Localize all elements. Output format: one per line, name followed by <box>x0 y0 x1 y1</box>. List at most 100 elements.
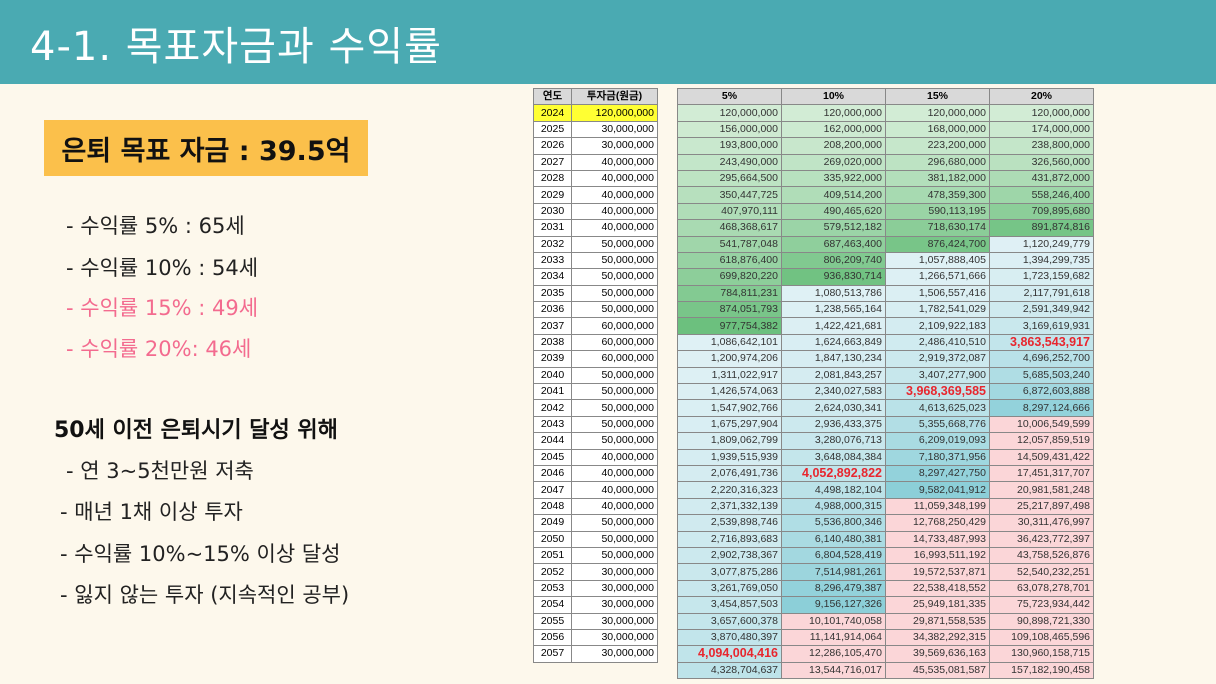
header-rate-5: 5% <box>677 87 782 106</box>
table-row: 1,200,974,206 1,847,130,234 2,919,372,087 4… <box>677 350 1094 368</box>
header-rate-20: 20% <box>989 87 1094 106</box>
value-5pct-cell: 1,547,902,766 <box>677 399 782 417</box>
value-20pct-cell: 12,057,859,519 <box>989 432 1094 450</box>
principal-cell: 30,000,000 <box>571 579 658 598</box>
value-20pct-cell: 109,108,465,596 <box>989 628 1094 647</box>
table-row: 2044 50,000,000 <box>533 432 658 450</box>
principal-cell: 60,000,000 <box>571 350 658 368</box>
table-row: 2051 50,000,000 <box>533 546 658 565</box>
value-10pct-cell: 936,830,714 <box>781 268 886 286</box>
value-5pct-cell: 1,200,974,206 <box>677 350 782 368</box>
value-10pct-cell: 4,498,182,104 <box>781 481 886 499</box>
table-row: 2034 50,000,000 <box>533 268 658 286</box>
strategy-item-invest: - 매년 1채 이상 투자 <box>60 500 243 524</box>
value-5pct-cell: 1,311,022,917 <box>677 366 782 385</box>
value-15pct-cell: 29,871,558,535 <box>885 612 990 630</box>
value-5pct-cell: 3,454,857,503 <box>677 596 782 614</box>
table-row: 2041 50,000,000 <box>533 383 658 401</box>
year-cell: 2025 <box>533 120 572 139</box>
table-row: 350,447,725 409,514,200 478,359,300 558,246… <box>677 186 1094 204</box>
value-5pct-cell: 784,811,231 <box>677 284 782 303</box>
value-5pct-cell: 1,809,062,799 <box>677 432 782 450</box>
year-cell: 2049 <box>533 514 572 532</box>
value-10pct-cell: 9,156,127,326 <box>781 596 886 614</box>
value-10pct-cell: 5,536,800,346 <box>781 514 886 532</box>
principal-cell: 30,000,000 <box>571 596 658 614</box>
value-5pct-cell: 3,261,769,050 <box>677 579 782 598</box>
value-5pct-cell: 2,902,738,367 <box>677 546 782 565</box>
year-cell: 2026 <box>533 137 572 155</box>
value-20pct-cell: 63,078,278,701 <box>989 579 1094 598</box>
value-20pct-cell: 130,960,158,715 <box>989 645 1094 663</box>
value-20pct-cell: 10,006,549,599 <box>989 415 1094 434</box>
retirement-goal-label: 은퇴 목표 자금 : 39.5억 <box>61 135 351 167</box>
value-20pct-cell: 14,509,431,422 <box>989 448 1094 466</box>
principal-cell: 40,000,000 <box>571 464 658 483</box>
rate-item-20: - 수익률 20%: 46세 <box>66 337 252 361</box>
year-cell: 2052 <box>533 563 572 581</box>
value-10pct-cell: 162,000,000 <box>781 120 886 139</box>
table-row: 2052 30,000,000 <box>533 563 658 581</box>
value-5pct-cell: 3,077,875,286 <box>677 563 782 581</box>
table-row: 3,261,769,050 8,296,479,387 22,538,418,552… <box>677 579 1094 598</box>
value-10pct-cell: 3,280,076,713 <box>781 432 886 450</box>
table-row: 2038 60,000,000 <box>533 333 658 352</box>
table-row: 2033 50,000,000 <box>533 251 658 270</box>
table-row: 1,086,642,101 1,624,663,849 2,486,410,510 3… <box>677 333 1094 352</box>
year-cell: 2048 <box>533 497 572 516</box>
value-5pct-cell: 4,328,704,637 <box>677 661 782 680</box>
value-10pct-cell: 12,286,105,470 <box>781 645 886 663</box>
table-row: 4,094,004,416 12,286,105,470 39,569,636,16… <box>677 645 1094 663</box>
value-10pct-cell: 6,140,480,381 <box>781 530 886 548</box>
table-row: 193,800,000 208,200,000 223,200,000 238,800… <box>677 137 1094 155</box>
strategy-heading: 50세 이전 은퇴시기 달성 위해 <box>54 418 338 443</box>
value-10pct-cell: 8,296,479,387 <box>781 579 886 598</box>
table-row: 2,539,898,746 5,536,800,346 12,768,250,429… <box>677 514 1094 532</box>
value-5pct-cell: 2,371,332,139 <box>677 497 782 516</box>
principal-cell: 50,000,000 <box>571 366 658 385</box>
principal-cell: 50,000,000 <box>571 399 658 417</box>
value-5pct-cell: 350,447,725 <box>677 186 782 204</box>
value-10pct-cell: 1,847,130,234 <box>781 350 886 368</box>
table-row: 618,876,400 806,209,740 1,057,888,405 1,394… <box>677 251 1094 270</box>
table-row: 468,368,617 579,512,182 718,630,174 891,874… <box>677 219 1094 237</box>
value-5pct-cell: 120,000,000 <box>677 104 782 122</box>
value-10pct-cell: 10,101,740,058 <box>781 612 886 630</box>
table-row: 2031 40,000,000 <box>533 219 658 237</box>
principal-cell: 40,000,000 <box>571 202 658 221</box>
value-10pct-cell: 1,080,513,786 <box>781 284 886 303</box>
value-15pct-cell: 1,782,541,029 <box>885 301 990 319</box>
value-20pct-cell: 1,394,299,735 <box>989 251 1094 270</box>
value-20pct-cell: 6,872,603,888 <box>989 383 1094 401</box>
table-row: 1,939,515,939 3,648,084,384 7,180,371,956 1… <box>677 448 1094 466</box>
value-5pct-cell: 977,754,382 <box>677 317 782 335</box>
table-row: 2040 50,000,000 <box>533 366 658 385</box>
year-cell: 2045 <box>533 448 572 466</box>
table-row: 2053 30,000,000 <box>533 579 658 598</box>
principal-cell: 40,000,000 <box>571 153 658 171</box>
table-row: 2042 50,000,000 <box>533 399 658 417</box>
table-row: 2039 60,000,000 <box>533 350 658 368</box>
year-cell: 2050 <box>533 530 572 548</box>
year-cell: 2030 <box>533 202 572 221</box>
principal-cell: 50,000,000 <box>571 383 658 401</box>
table-row: 2,716,893,683 6,140,480,381 14,733,487,993… <box>677 530 1094 548</box>
principal-cell: 40,000,000 <box>571 169 658 188</box>
value-15pct-cell: 19,572,537,871 <box>885 563 990 581</box>
table-row: 2026 30,000,000 <box>533 137 658 155</box>
value-10pct-cell: 579,512,182 <box>781 219 886 237</box>
value-15pct-cell: 223,200,000 <box>885 137 990 155</box>
value-15pct-cell: 381,182,000 <box>885 169 990 188</box>
table-row: 2043 50,000,000 <box>533 415 658 434</box>
value-10pct-cell: 208,200,000 <box>781 137 886 155</box>
value-15pct-cell: 6,209,019,093 <box>885 432 990 450</box>
table-row: 2046 40,000,000 <box>533 464 658 483</box>
table-row: 1,809,062,799 3,280,076,713 6,209,019,093 1… <box>677 432 1094 450</box>
value-15pct-cell: 11,059,348,199 <box>885 497 990 516</box>
header-principal: 투자금(원금) <box>571 87 658 106</box>
value-20pct-cell: 2,591,349,942 <box>989 301 1094 319</box>
table-row: 784,811,231 1,080,513,786 1,506,557,416 2,1… <box>677 284 1094 303</box>
value-5pct-cell: 618,876,400 <box>677 251 782 270</box>
principal-cell: 30,000,000 <box>571 628 658 647</box>
year-cell: 2054 <box>533 596 572 614</box>
